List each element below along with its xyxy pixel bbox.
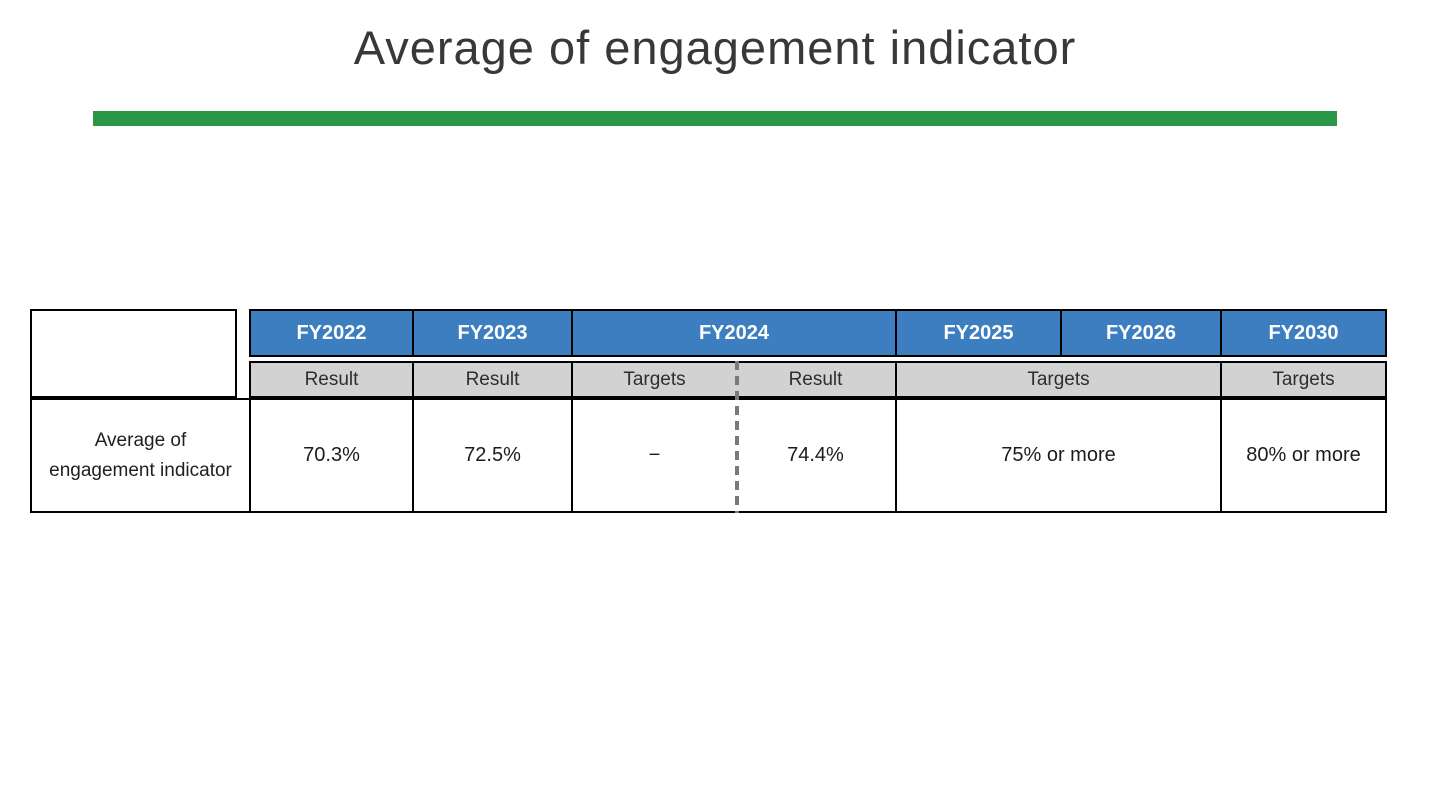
header-fy2023: FY2023 — [414, 309, 573, 357]
header-fy2024: FY2024 — [573, 309, 897, 357]
header-fy2022: FY2022 — [249, 309, 414, 357]
green-accent-bar — [93, 111, 1337, 126]
data-row: 70.3% 72.5% − 74.4% 75% or more 80% or m… — [249, 398, 1387, 513]
engagement-table: FY2022 FY2023 FY2024 FY2025 FY2026 FY203… — [249, 309, 1387, 513]
subheader-fy2025-fy2026-targets: Targets — [897, 361, 1222, 398]
page-title: Average of engagement indicator — [353, 21, 1077, 74]
value-fy2030-targets: 80% or more — [1222, 398, 1387, 513]
header-fy2030: FY2030 — [1222, 309, 1387, 357]
value-fy2023-result: 72.5% — [414, 398, 573, 513]
header-fy2025: FY2025 — [897, 309, 1062, 357]
corner-cell — [30, 309, 237, 398]
value-fy2022-result: 70.3% — [249, 398, 414, 513]
year-header-row: FY2022 FY2023 FY2024 FY2025 FY2026 FY203… — [249, 309, 1387, 357]
row-label-cell: Average of engagement indicator — [30, 398, 251, 513]
subheader-fy2024-result: Result — [788, 368, 843, 390]
subheader-fy2030-targets: Targets — [1222, 361, 1387, 398]
fy2024-dashed-divider — [735, 361, 739, 513]
sub-header-row: Result Result Targets Result Targets Tar… — [249, 361, 1387, 398]
subheader-fy2024-targets: Targets — [623, 368, 686, 390]
value-fy2025-fy2026-targets: 75% or more — [897, 398, 1222, 513]
subheader-fy2022-result: Result — [249, 361, 414, 398]
value-fy2024-targets: − — [648, 444, 661, 466]
value-fy2024-result: 74.4% — [787, 444, 844, 466]
row-label: Average of engagement indicator — [49, 429, 232, 481]
subheader-fy2023-result: Result — [414, 361, 573, 398]
header-fy2026: FY2026 — [1062, 309, 1222, 357]
